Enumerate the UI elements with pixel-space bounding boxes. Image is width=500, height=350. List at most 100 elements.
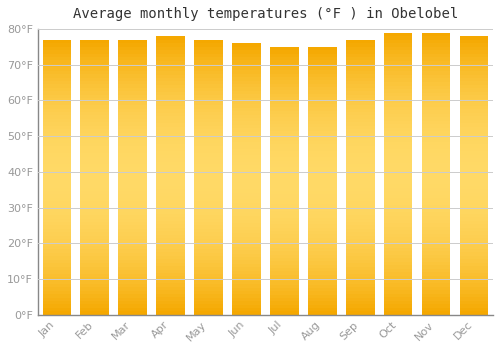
- Bar: [194, 277, 223, 280]
- Bar: [118, 181, 147, 184]
- Bar: [308, 305, 336, 308]
- Bar: [422, 128, 450, 131]
- Bar: [232, 148, 260, 152]
- Bar: [460, 273, 488, 276]
- Bar: [384, 128, 412, 131]
- Bar: [156, 75, 185, 78]
- Bar: [270, 141, 298, 144]
- Bar: [80, 54, 109, 57]
- Bar: [118, 167, 147, 170]
- Bar: [308, 104, 336, 107]
- Bar: [346, 105, 374, 108]
- Bar: [422, 283, 450, 287]
- Bar: [460, 270, 488, 273]
- Bar: [118, 91, 147, 95]
- Bar: [156, 144, 185, 148]
- Bar: [118, 153, 147, 157]
- Bar: [422, 75, 450, 78]
- Bar: [270, 298, 298, 301]
- Bar: [422, 93, 450, 96]
- Bar: [194, 105, 223, 108]
- Bar: [42, 81, 71, 84]
- Bar: [460, 228, 488, 231]
- Bar: [384, 61, 412, 64]
- Bar: [80, 108, 109, 112]
- Bar: [384, 131, 412, 135]
- Bar: [270, 161, 298, 164]
- Bar: [42, 119, 71, 122]
- Bar: [232, 206, 260, 210]
- Bar: [308, 164, 336, 167]
- Bar: [384, 114, 412, 117]
- Bar: [194, 61, 223, 64]
- Bar: [118, 215, 147, 218]
- Bar: [460, 50, 488, 54]
- Bar: [346, 260, 374, 263]
- Bar: [460, 308, 488, 311]
- Bar: [118, 143, 147, 146]
- Bar: [42, 102, 71, 105]
- Bar: [460, 102, 488, 106]
- Bar: [346, 239, 374, 243]
- Bar: [308, 254, 336, 258]
- Bar: [308, 151, 336, 154]
- Bar: [42, 61, 71, 64]
- Bar: [80, 298, 109, 301]
- Bar: [346, 284, 374, 287]
- Bar: [346, 88, 374, 91]
- Bar: [194, 301, 223, 304]
- Bar: [118, 174, 147, 177]
- Bar: [194, 146, 223, 150]
- Bar: [460, 43, 488, 47]
- Bar: [42, 170, 71, 174]
- Bar: [232, 179, 260, 182]
- Bar: [42, 236, 71, 239]
- Bar: [270, 198, 298, 201]
- Bar: [422, 212, 450, 216]
- Bar: [194, 304, 223, 308]
- Bar: [194, 287, 223, 291]
- Bar: [118, 267, 147, 270]
- Bar: [80, 129, 109, 133]
- Bar: [80, 153, 109, 157]
- Bar: [422, 188, 450, 191]
- Bar: [118, 308, 147, 312]
- Bar: [194, 294, 223, 298]
- Bar: [270, 174, 298, 177]
- Bar: [118, 61, 147, 64]
- Bar: [384, 283, 412, 287]
- Bar: [308, 191, 336, 194]
- Bar: [308, 120, 336, 124]
- Bar: [80, 146, 109, 150]
- Bar: [118, 177, 147, 181]
- Bar: [156, 294, 185, 298]
- Bar: [384, 153, 412, 156]
- Bar: [232, 291, 260, 294]
- Bar: [80, 136, 109, 139]
- Bar: [232, 304, 260, 308]
- Bar: [80, 126, 109, 129]
- Bar: [308, 134, 336, 137]
- Bar: [422, 85, 450, 89]
- Bar: [156, 290, 185, 294]
- Bar: [422, 255, 450, 258]
- Bar: [384, 121, 412, 124]
- Bar: [194, 188, 223, 191]
- Bar: [384, 47, 412, 50]
- Bar: [460, 113, 488, 116]
- Bar: [460, 262, 488, 266]
- Bar: [232, 132, 260, 135]
- Bar: [156, 116, 185, 120]
- Bar: [118, 133, 147, 136]
- Bar: [118, 198, 147, 201]
- Bar: [346, 191, 374, 195]
- Bar: [308, 258, 336, 261]
- Bar: [232, 267, 260, 271]
- Bar: [118, 67, 147, 71]
- Bar: [346, 312, 374, 315]
- Bar: [346, 98, 374, 101]
- Bar: [308, 97, 336, 100]
- Bar: [422, 248, 450, 251]
- Bar: [42, 129, 71, 133]
- Bar: [270, 285, 298, 288]
